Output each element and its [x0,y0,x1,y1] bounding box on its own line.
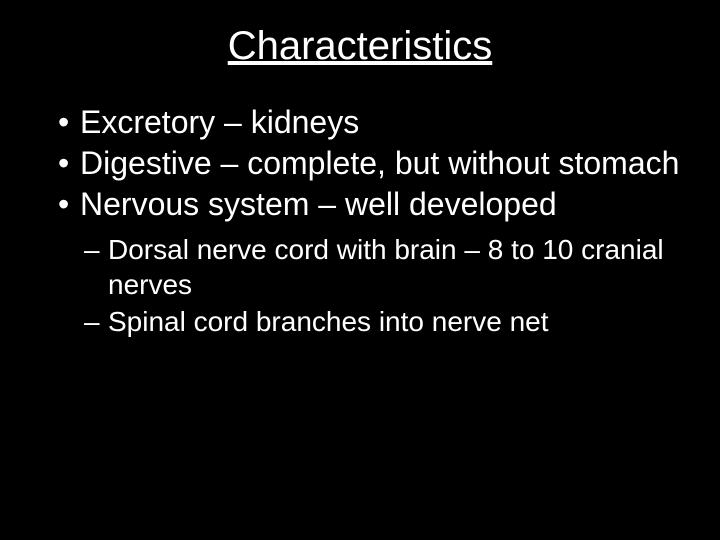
bullet-item: Excretory – kidneys [58,103,680,142]
slide: Characteristics Excretory – kidneys Dige… [0,0,720,540]
sub-bullet-item: Spinal cord branches into nerve net [84,304,680,339]
bullet-item: Nervous system – well developed [58,185,680,224]
bullet-item: Digestive – complete, but without stomac… [58,144,680,183]
sub-bullet-item: Dorsal nerve cord with brain – 8 to 10 c… [84,232,680,302]
sub-bullet-list: Dorsal nerve cord with brain – 8 to 10 c… [40,232,680,339]
slide-title: Characteristics [40,24,680,69]
bullet-list: Excretory – kidneys Digestive – complete… [40,103,680,224]
